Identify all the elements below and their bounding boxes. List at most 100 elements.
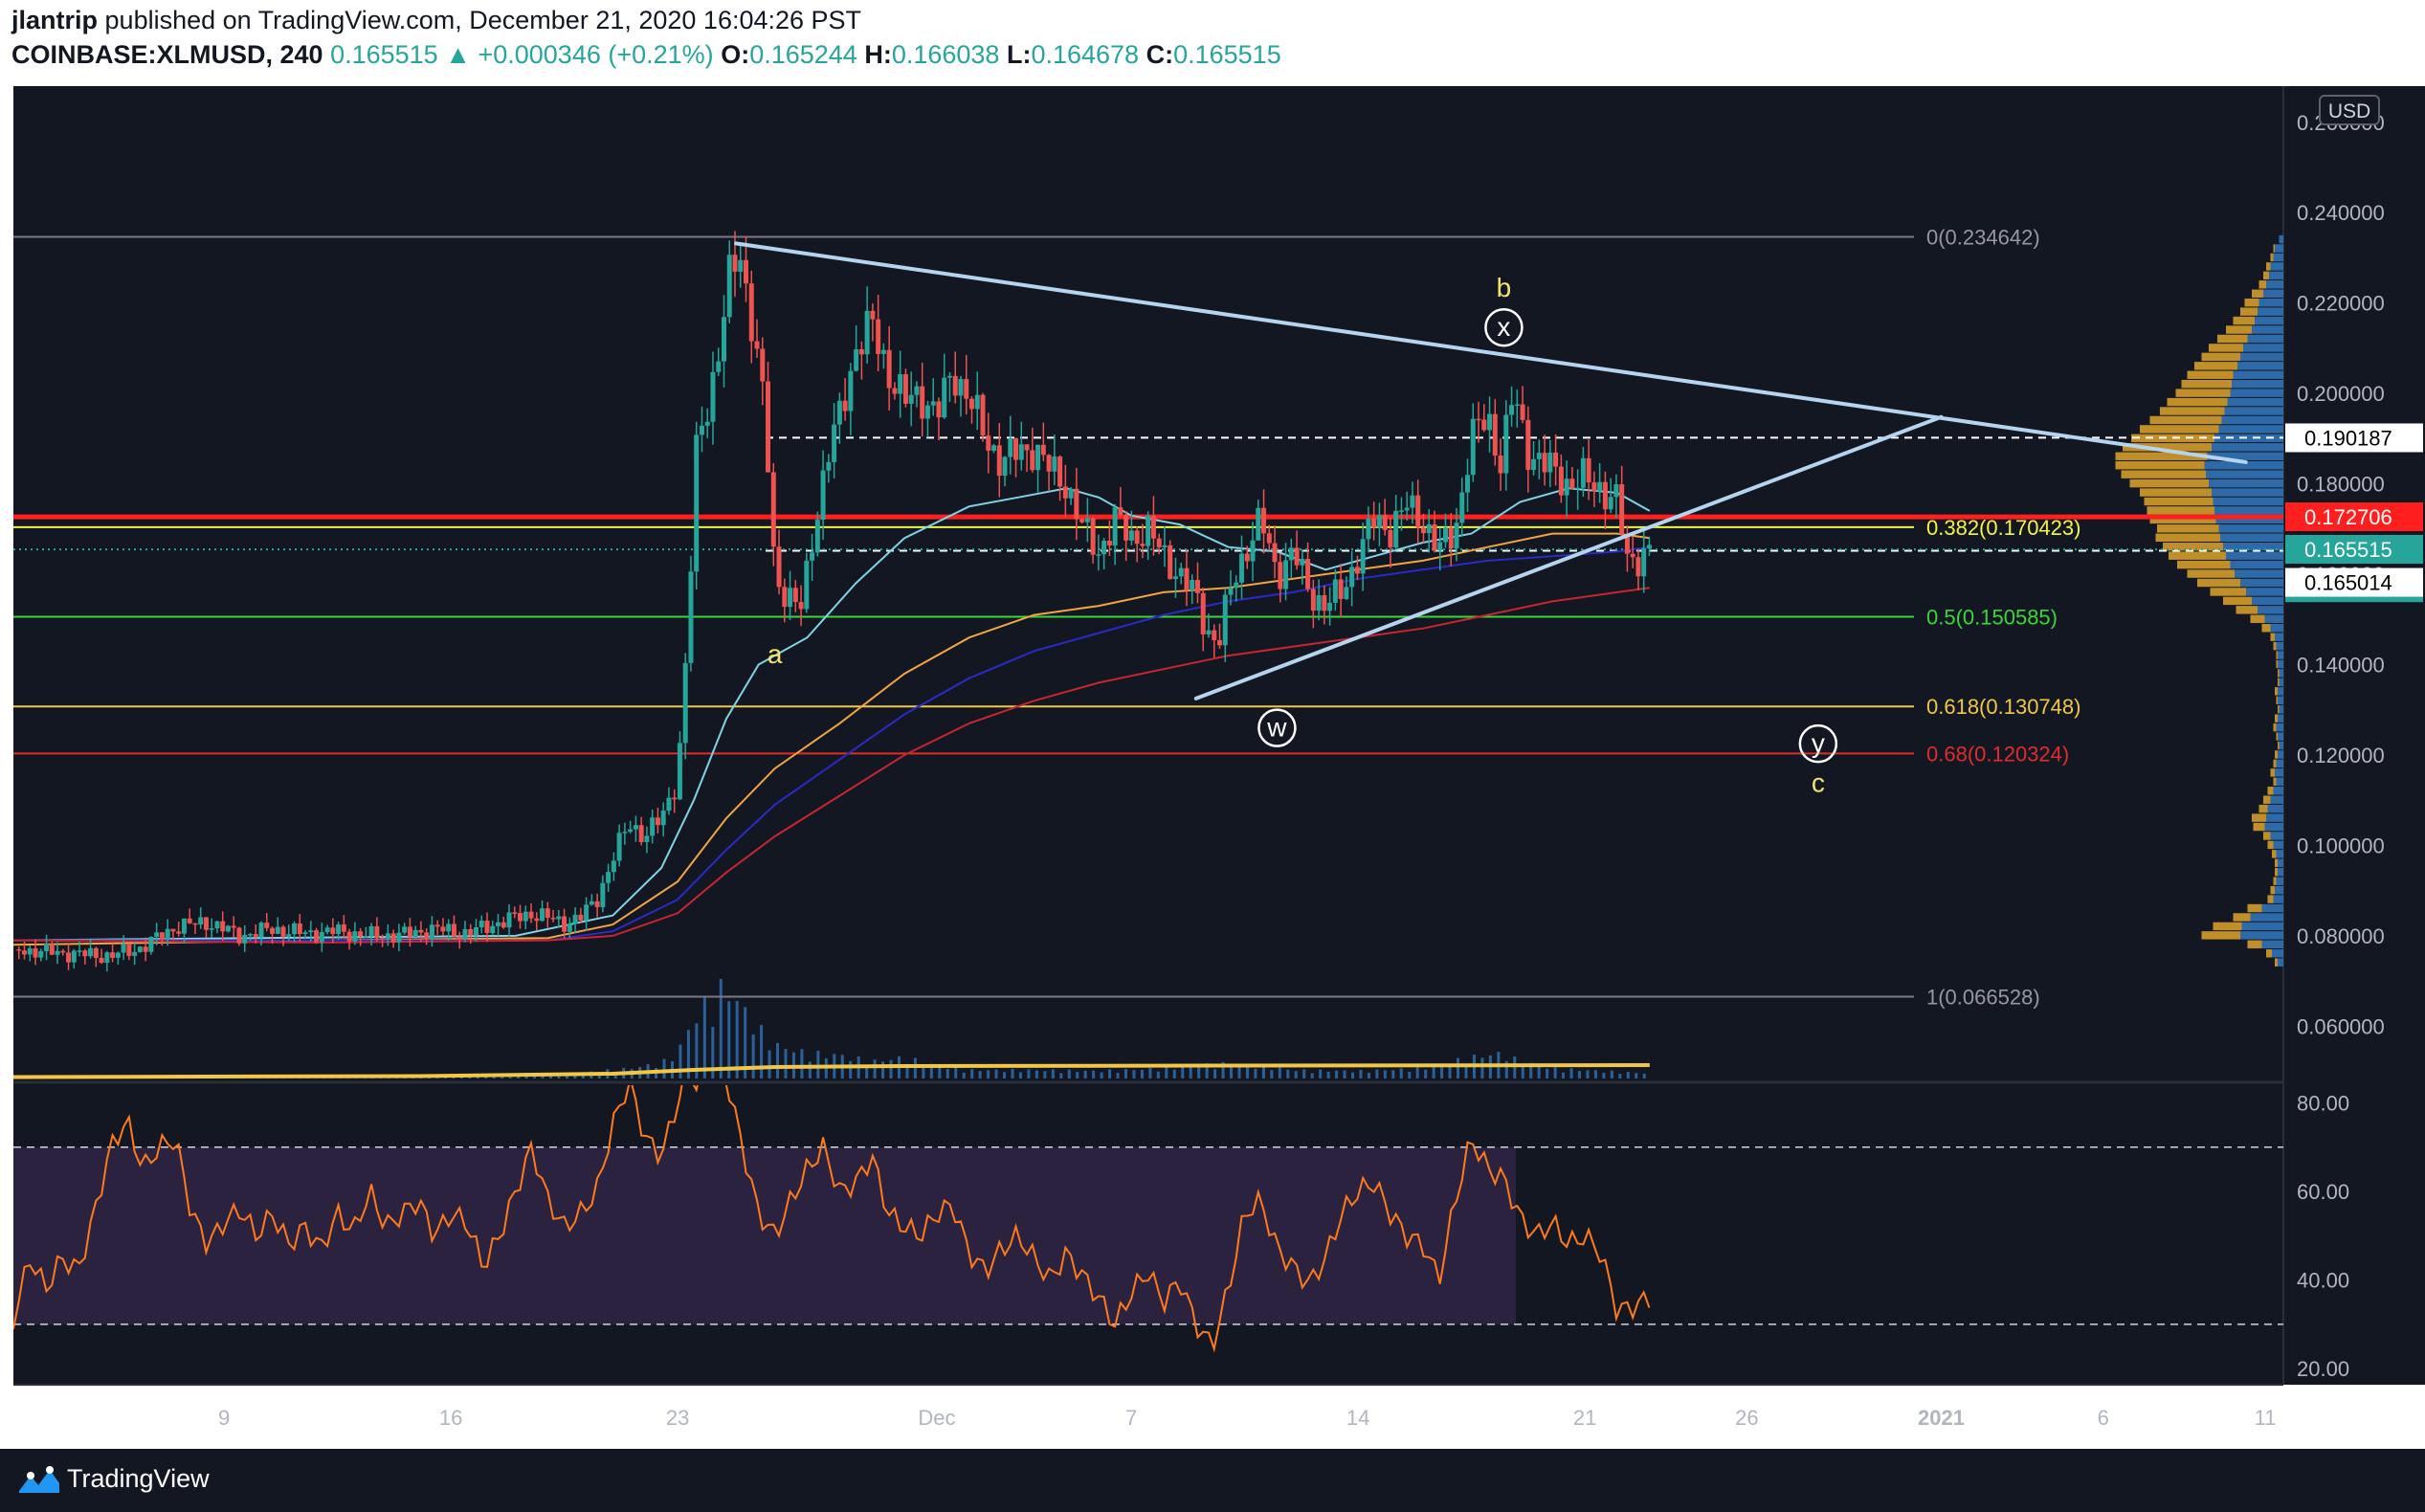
candle-body (710, 371, 716, 422)
chart-area[interactable]: 0(0.234642) 0.382(0.170423) 0.5(0.150585) 0… (0, 80, 2425, 1449)
volume-profile-up-bar (2227, 397, 2283, 407)
candle-body (964, 379, 969, 399)
candle-body (137, 946, 143, 952)
candle-body (33, 947, 38, 958)
fib-level-label: 0(0.234642) (1926, 226, 2040, 250)
price-badge-label: 0.190187 (2304, 426, 2392, 450)
candle-body (1162, 545, 1168, 547)
candle-body (1206, 630, 1212, 635)
candle-body (280, 926, 286, 937)
candle-body (192, 923, 198, 925)
candle-body (60, 950, 66, 953)
candle-body (1432, 523, 1437, 551)
price-axis-tick: 0.080000 (2297, 924, 2385, 948)
candle-body (1415, 495, 1421, 528)
volume-bar (889, 1059, 893, 1078)
candle-body (848, 370, 854, 411)
volume-bar (768, 1050, 771, 1078)
author-name[interactable]: jlantrip (11, 6, 99, 34)
candle-body (898, 374, 903, 394)
symbol-name[interactable]: COINBASE:XLMUSD, 240 (11, 40, 323, 69)
candle-body (1646, 545, 1652, 548)
volume-bar (1230, 1065, 1234, 1078)
candle-body (688, 571, 694, 663)
price-chart-svg[interactable]: 0(0.234642) 0.382(0.170423) 0.5(0.150585) 0… (0, 80, 2425, 1449)
candle-body (1118, 507, 1124, 515)
candle-body (655, 817, 660, 826)
volume-profile-down-bar (2263, 271, 2269, 280)
candle-body (1266, 533, 1272, 544)
volume-profile-up-bar (2258, 298, 2283, 307)
price-axis-tick: 0.140000 (2297, 654, 2385, 678)
candle-body (1084, 518, 1090, 523)
currency-label: USD (2328, 100, 2370, 122)
candle-body (1283, 560, 1289, 589)
candle-body (616, 833, 622, 861)
candle-body (440, 926, 446, 932)
candle-body (952, 375, 958, 396)
candle-body (798, 602, 804, 610)
volume-profile-up-bar (2241, 922, 2283, 931)
wave-label: b (1497, 273, 1512, 302)
volume-profile-up-bar (2264, 822, 2283, 832)
volume-bar (1335, 1070, 1339, 1078)
candle-body (974, 394, 980, 410)
price-axis-tick: 0.200000 (2297, 382, 2385, 406)
candle-body (82, 950, 88, 957)
candle-body (253, 934, 258, 938)
candle-body (1250, 540, 1256, 562)
candle-body (198, 917, 204, 925)
candle-body (1101, 540, 1107, 555)
candle-body (864, 310, 870, 355)
candle-body (203, 917, 209, 930)
volume-profile-down-bar (2201, 352, 2240, 362)
candle-body (363, 936, 368, 938)
volume-profile-down-bar (2267, 787, 2274, 795)
volume-bar (1618, 1074, 1622, 1078)
candle-body (468, 928, 474, 936)
candle-body (880, 349, 886, 354)
volume-profile-down-bar (2167, 397, 2228, 407)
candle-body (660, 811, 666, 826)
candle-body (628, 829, 634, 833)
candle-body (1442, 527, 1448, 543)
volume-profile-up-bar (2266, 813, 2283, 822)
wave-label-circled: y (1812, 728, 1825, 758)
candle-body (766, 381, 771, 473)
candle-body (429, 924, 434, 940)
volume-bar (865, 1066, 869, 1078)
candle-body (225, 925, 231, 932)
volume-bar (501, 1076, 504, 1078)
volume-bar (1593, 1070, 1597, 1078)
price-axis-tick: 0.120000 (2297, 744, 2385, 767)
candle-body (1558, 466, 1564, 496)
volume-bar (1189, 1066, 1192, 1078)
volume-bar (881, 1061, 885, 1078)
volume-bar (1408, 1072, 1412, 1078)
candle-body (478, 921, 484, 928)
candle-body (946, 375, 952, 378)
tradingview-brand[interactable]: TradingView (67, 1464, 210, 1493)
volume-bar (517, 1076, 521, 1078)
candle-body (748, 283, 754, 342)
volume-bar (760, 1025, 764, 1078)
candle-body (572, 914, 578, 924)
tradingview-logo-icon[interactable] (17, 1464, 61, 1497)
time-axis-tick: Dec (918, 1406, 955, 1430)
price-badge-label: 0.165014 (2304, 571, 2392, 595)
fib-level-label: 0.382(0.170423) (1926, 516, 2080, 540)
candle-body (181, 918, 187, 934)
price-pane: 0(0.234642) 0.382(0.170423) 0.5(0.150585) 0… (13, 226, 2283, 1079)
candle-body (1564, 478, 1569, 496)
volume-bar (727, 1001, 731, 1078)
volume-bar (1383, 1070, 1387, 1078)
volume-bar (849, 1060, 853, 1078)
candle-body (170, 928, 176, 932)
candle-body (1194, 580, 1200, 593)
volume-profile-up-bar (2258, 307, 2283, 316)
candle-body (121, 944, 126, 953)
volume-bar (1286, 1069, 1290, 1078)
volume-bar (1165, 1066, 1168, 1078)
candle-body (886, 349, 892, 389)
candle-body (446, 923, 452, 932)
